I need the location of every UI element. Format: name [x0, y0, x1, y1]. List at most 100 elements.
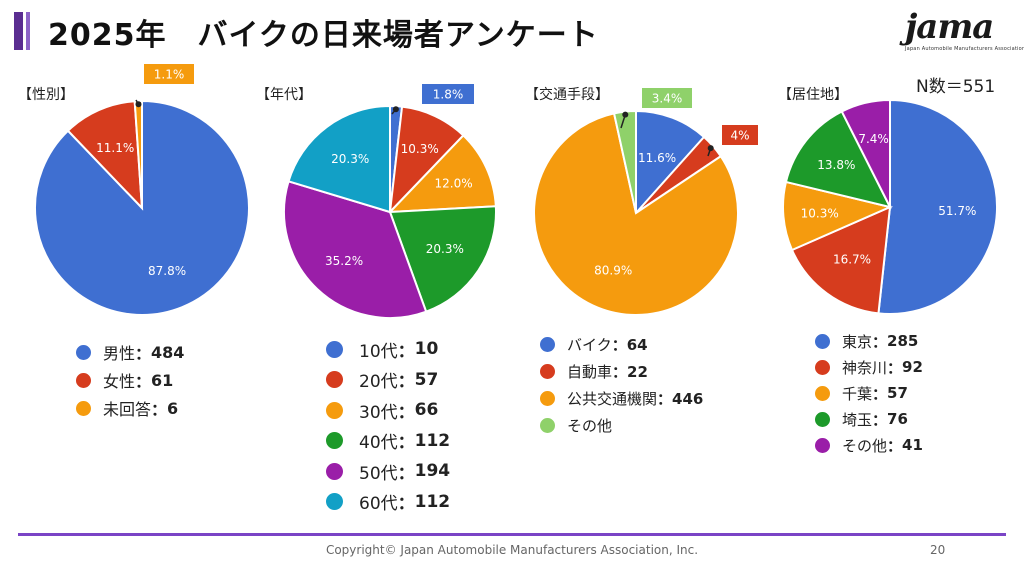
- data-label-1-3: 20.3%: [426, 242, 464, 256]
- legend-item-2-1: 自動車： 22: [540, 358, 703, 385]
- legend-count: 64: [626, 335, 648, 354]
- pie-slice-3-0: [877, 98, 999, 315]
- pie-slice-3-4: [840, 98, 891, 208]
- legend-separator: ：: [611, 336, 627, 354]
- pie-slice-0-1: [66, 100, 144, 211]
- legend-separator: ：: [612, 363, 628, 381]
- legend-count: 285: [887, 332, 919, 350]
- legend-count: 194: [414, 461, 451, 482]
- pie-slice-3-1: [790, 205, 892, 315]
- legend-count: 22: [627, 362, 648, 381]
- legend-label: その他: [567, 417, 613, 435]
- legend-separator: ：: [657, 390, 673, 408]
- legend-count: 6: [167, 398, 179, 418]
- legend-count: 61: [151, 370, 174, 390]
- legend-separator: ：: [397, 402, 415, 423]
- logo-wordmark: jama: [905, 7, 994, 47]
- pie-slice-1-1: [388, 105, 465, 215]
- data-label-3-3: 13.8%: [817, 158, 855, 172]
- legend-item-1-4: 50代： 194: [326, 456, 450, 487]
- title-accent-bar: [14, 12, 23, 50]
- legend-gender: 男性： 484 女性 ： 61 未回答： 6: [76, 338, 184, 422]
- legend-item-2-0: バイク： 64: [540, 331, 703, 358]
- pie-slice-1-4: [283, 180, 428, 319]
- legend-label: 自動車: [567, 363, 613, 381]
- legend-marker: [540, 391, 555, 406]
- legend-count: 484: [151, 342, 185, 362]
- pie-slice-1-5: [287, 104, 391, 214]
- pie-slice-3-3: [784, 110, 892, 209]
- legend-separator: ：: [397, 494, 415, 515]
- legend-label: その他: [842, 436, 888, 455]
- legend-count: 76: [887, 410, 908, 428]
- legend-marker: [326, 401, 343, 419]
- legend-label: 60代: [359, 494, 398, 515]
- footer-divider: [18, 533, 1006, 536]
- legend-marker: [815, 437, 830, 453]
- legend-item-2-2: 公共交通機関： 446: [540, 385, 703, 412]
- data-label-3-0: 51.7%: [938, 204, 976, 218]
- legend-label: 女性: [103, 372, 136, 391]
- legend-label: 東京: [842, 332, 873, 351]
- pie-chart-3: 51.7% 16.7% 10.3% 13.8%7.4%: [782, 98, 999, 315]
- callout-dot-2-1: [707, 145, 714, 152]
- pie-slice-2-0: [635, 109, 706, 216]
- legend-item-3-1: 神奈川： 92: [815, 354, 923, 380]
- data-label-1-4: 35.2%: [325, 254, 363, 268]
- legend-separator: ：: [135, 344, 152, 363]
- pie-slice-0-2: [133, 99, 143, 209]
- legend-item-0-0: 男性： 484: [76, 338, 184, 366]
- legend-label: 未回答: [103, 400, 152, 419]
- sample-size: N数＝551: [916, 77, 996, 97]
- legend-label: 男性: [103, 344, 136, 363]
- pie-slice-1-3: [388, 205, 497, 313]
- page-title: 2025年 バイクの日来場者アンケート: [48, 18, 599, 53]
- legend-marker: [326, 432, 343, 450]
- legend-separator: ：: [397, 341, 415, 362]
- callout-dot-0-2: [135, 101, 142, 108]
- legend-separator: ：: [887, 436, 903, 455]
- data-label-1-2: 12.0%: [435, 176, 473, 190]
- pie-chart-0: 87.8% 11.1% 1.1%: [33, 64, 250, 316]
- legend-label: 神奈川: [842, 358, 888, 377]
- footer-copyright: Copyright© Japan Automobile Manufacturer…: [325, 543, 699, 557]
- legend-marker: [76, 344, 91, 360]
- section-title-gender: 【性別】: [18, 87, 74, 103]
- legend-count: 41: [902, 436, 923, 454]
- legend-marker: [326, 340, 343, 358]
- section-title-age: 【年代】: [256, 87, 312, 103]
- data-label-0-1: 11.1%: [96, 141, 134, 155]
- data-label-1-0: 1.8%: [433, 88, 464, 102]
- section-title-transport: 【交通手段】: [525, 87, 609, 103]
- legend-transport: バイク： 64 自動車： 22 公共交通機関： 446 その他: [540, 331, 703, 439]
- data-label-2-1: 4%: [730, 129, 749, 143]
- legend-marker: [326, 462, 343, 480]
- legend-item-3-2: 千葉： 57: [815, 380, 923, 406]
- legend-label: 20代: [359, 372, 398, 393]
- logo-tagline: Japan Automobile Manufacturers Associati…: [905, 46, 1024, 52]
- jama-logo: jama Japan Automobile Manufacturers Asso…: [905, 7, 1024, 56]
- data-label-3-2: 10.3%: [801, 207, 839, 221]
- data-label-3-1: 16.7%: [833, 252, 871, 266]
- legend-item-3-4: その他： 41: [815, 432, 923, 458]
- data-label-0-2: 1.1%: [154, 68, 185, 82]
- section-title-residence: 【居住地】: [778, 87, 848, 103]
- page-number: 20: [930, 543, 946, 557]
- legend-item-0-2: 未回答： 6: [76, 394, 184, 422]
- data-label-1-1: 10.3%: [401, 142, 439, 156]
- callout-box-0-2: [144, 64, 194, 84]
- legend-item-3-3: 埼玉： 76: [815, 406, 923, 432]
- legend-separator: ：: [397, 372, 415, 393]
- legend-marker: [540, 337, 555, 352]
- legend-marker: [815, 385, 830, 401]
- data-label-3-4: 7.4%: [858, 132, 889, 146]
- legend-count: 66: [414, 400, 439, 421]
- data-label-2-2: 80.9%: [594, 263, 632, 277]
- legend-item-1-2: 30代： 66: [326, 395, 450, 426]
- legend-separator: ：: [887, 358, 903, 377]
- pie-chart-2: 11.6% 4% 80.9% 3.4%: [533, 88, 758, 316]
- callout-box-2-3: [642, 88, 692, 108]
- data-label-0-0: 87.8%: [148, 264, 186, 278]
- legend-marker: [815, 359, 830, 375]
